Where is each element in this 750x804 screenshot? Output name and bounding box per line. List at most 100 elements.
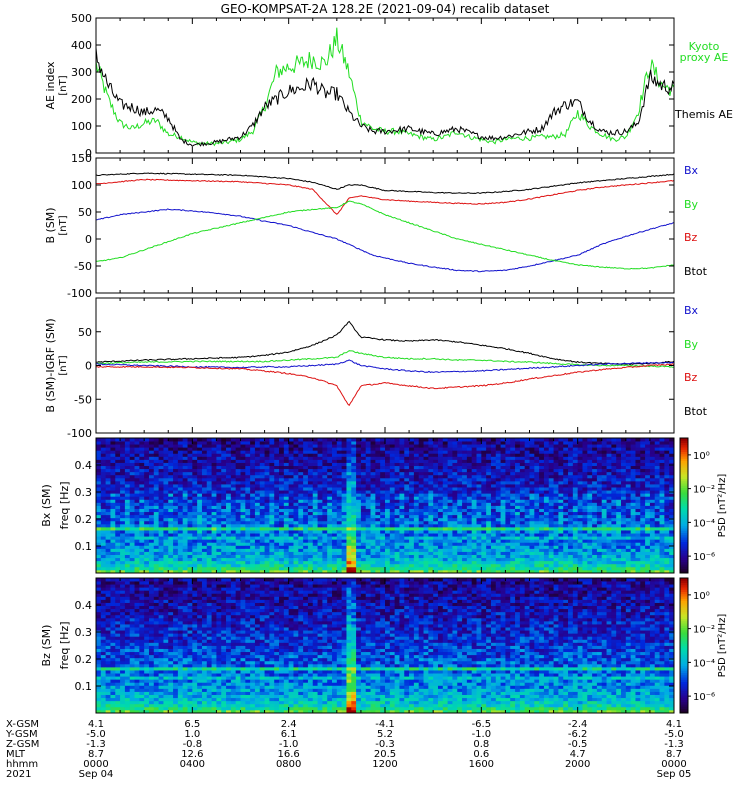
spectrogram-cell: [154, 447, 159, 450]
spectrogram-cell: [501, 475, 506, 478]
spectrogram-cell: [322, 536, 327, 539]
spectrogram-cell: [356, 490, 361, 493]
spectrogram-cell: [534, 518, 539, 521]
spectrogram-cell: [361, 512, 366, 515]
spectrogram-cell: [303, 536, 308, 539]
spectrogram-cell: [231, 466, 236, 469]
spectrogram-cell: [96, 509, 101, 512]
spectrogram-cell: [467, 524, 472, 527]
spectrogram-cell: [303, 555, 308, 558]
spectrogram-cell: [558, 441, 563, 444]
spectrogram-cell: [539, 490, 544, 493]
spectrogram-cell: [255, 493, 260, 496]
spectrogram-cell: [525, 548, 530, 551]
spectrogram-cell: [188, 472, 193, 475]
spectrogram-cell: [125, 438, 130, 441]
spectrogram-cell: [241, 548, 246, 551]
spectrogram-cell: [573, 536, 578, 539]
spectrogram-cell: [602, 509, 607, 512]
spectrogram-cell: [433, 509, 438, 512]
spectrogram-cell: [549, 493, 554, 496]
spectrogram-cell: [110, 533, 115, 536]
spectrogram-cell: [558, 487, 563, 490]
spectrogram-cell: [110, 512, 115, 515]
spectrogram-cell: [96, 493, 101, 496]
spectrogram-cell: [607, 515, 612, 518]
spectrogram-cell: [534, 533, 539, 536]
spectrogram-cell: [303, 487, 308, 490]
spectrogram-cell: [534, 567, 539, 570]
spectrogram-cell: [602, 493, 607, 496]
spectrogram-cell: [544, 502, 549, 505]
spectrogram-cell: [395, 472, 400, 475]
spectrogram-cell: [120, 438, 125, 441]
spectrogram-cell: [544, 515, 549, 518]
spectrogram-cell: [120, 530, 125, 533]
spectrogram-cell: [322, 524, 327, 527]
spectrogram-cell: [563, 450, 568, 453]
spectrogram-cell: [356, 524, 361, 527]
spectrogram-cell: [96, 533, 101, 536]
spectrogram-cell: [404, 545, 409, 548]
spectrogram-cell: [375, 469, 380, 472]
spectrogram-cell: [486, 472, 491, 475]
spectrogram-cell: [265, 496, 270, 499]
spectrogram-cell: [144, 502, 149, 505]
spectrogram-cell: [375, 509, 380, 512]
spectrogram-cell: [154, 438, 159, 441]
spectrogram-cell: [549, 444, 554, 447]
spectrogram-cell: [477, 564, 482, 567]
spectrogram-cell: [192, 472, 197, 475]
spectrogram-cell: [611, 555, 616, 558]
spectrogram-cell: [602, 466, 607, 469]
spectrogram-cell: [149, 558, 154, 561]
spectrogram-cell: [462, 466, 467, 469]
spectrogram-cell: [371, 509, 376, 512]
spectrogram-cell: [245, 558, 250, 561]
spectrogram-cell: [356, 459, 361, 462]
spectrogram-cell: [216, 548, 221, 551]
spectrogram-cell: [231, 515, 236, 518]
spectrogram-cell: [207, 475, 212, 478]
spectrogram-cell: [163, 515, 168, 518]
spectrogram-cell: [351, 548, 356, 551]
spectrogram-cell: [549, 548, 554, 551]
spectrogram-cell: [226, 475, 231, 478]
spectrogram-cell: [486, 545, 491, 548]
spectrogram-cell: [342, 441, 347, 444]
spectrogram-cell: [207, 545, 212, 548]
spectrogram-cell: [183, 555, 188, 558]
spectrogram-cell: [284, 453, 289, 456]
spectrogram-cell: [390, 521, 395, 524]
spectrogram-cell: [472, 524, 477, 527]
spectrogram-cell: [298, 542, 303, 545]
spectrogram-cell: [428, 444, 433, 447]
spectrogram-cell: [510, 555, 515, 558]
spectrogram-cell: [611, 450, 616, 453]
spectrogram-cell: [178, 539, 183, 542]
spectrogram-cell: [284, 527, 289, 530]
spectrogram-cell: [563, 469, 568, 472]
spectrogram-cell: [520, 463, 525, 466]
spectrogram-cell: [385, 536, 390, 539]
spectrogram-cell: [149, 527, 154, 530]
spectrogram-cell: [216, 478, 221, 481]
spectrogram-cell: [178, 567, 183, 570]
spectrogram-cell: [539, 456, 544, 459]
spectrogram-cell: [303, 459, 308, 462]
spectrogram-cell: [250, 493, 255, 496]
spectrogram-cell: [346, 512, 351, 515]
spectrogram-cell: [192, 493, 197, 496]
spectrogram-cell: [390, 548, 395, 551]
spectrogram-cell: [188, 512, 193, 515]
spectrogram-cell: [207, 493, 212, 496]
spectrogram-cell: [289, 481, 294, 484]
spectrogram-cell: [573, 490, 578, 493]
spectrogram-cell: [274, 545, 279, 548]
spectrogram-cell: [154, 561, 159, 564]
spectrogram-cell: [582, 447, 587, 450]
spectrogram-cell: [135, 438, 140, 441]
spectrogram-cell: [115, 530, 120, 533]
spectrogram-cell: [534, 472, 539, 475]
spectrogram-cell: [289, 499, 294, 502]
